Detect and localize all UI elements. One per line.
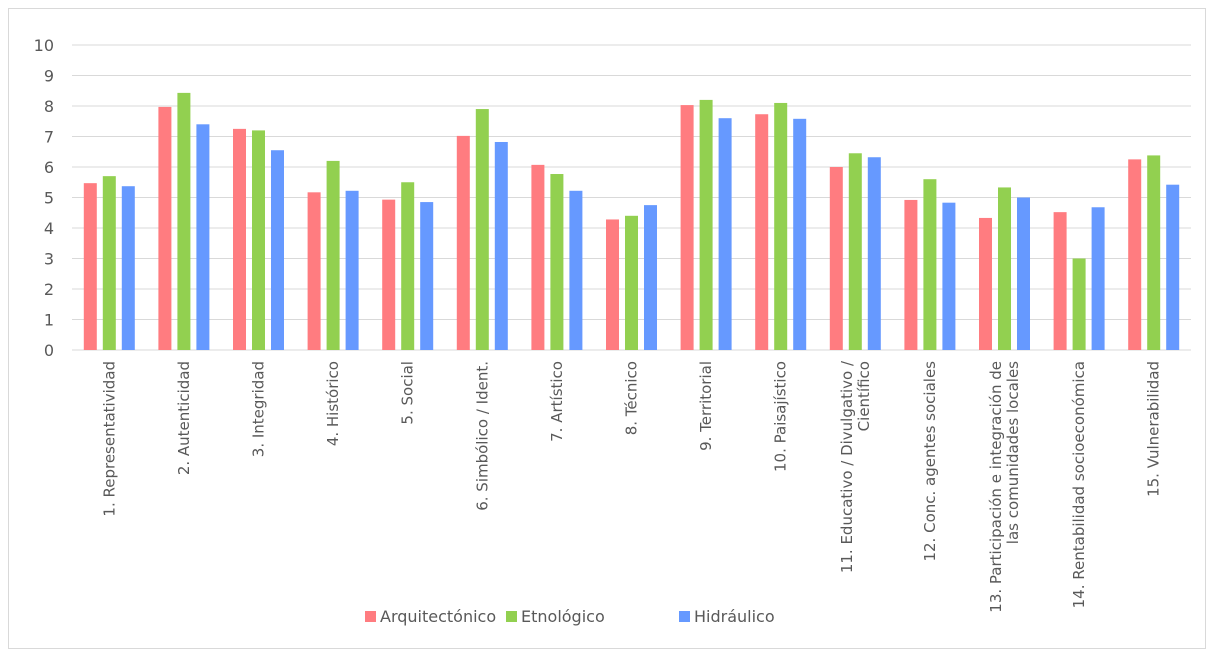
bar-arquitectónico [606, 219, 619, 350]
x-category-label: 7. Artístico [548, 361, 566, 442]
y-tick-label: 6 [44, 158, 54, 177]
bar-hidráulico [420, 202, 434, 350]
bar-arquitectónico [307, 192, 321, 350]
x-category-label: 2. Autenticidad [175, 361, 193, 475]
bar-hidráulico [644, 205, 657, 350]
x-category-label: 9. Territorial [697, 361, 715, 451]
bar-etnológico [625, 215, 638, 350]
y-tick-label: 10 [34, 36, 54, 55]
x-category-label: 15. Vulnerabilidad [1145, 361, 1163, 497]
x-axis-category-labels: 1. Representatividad 2. Autenticidad 3. In… [100, 360, 1162, 613]
y-tick-label: 9 [44, 67, 54, 86]
bar-arquitectónico [233, 128, 246, 350]
bars [83, 92, 1180, 351]
bar-arquitectónico [531, 164, 545, 350]
bar-hidráulico [196, 124, 210, 350]
bar-chart: 0 1 2 3 4 5 6 7 8 9 10 1. Representatividad 2. Aute… [34, 36, 1191, 626]
legend: Arquitectónico Etnológico Hidráulico [365, 607, 775, 626]
bar-etnológico [699, 99, 713, 351]
legend-label: Etnológico [521, 607, 605, 626]
bar-arquitectónico [829, 167, 843, 350]
bar-hidráulico [942, 202, 956, 350]
x-category-label: 13. Participación e integración de [987, 361, 1005, 613]
y-tick-label: 0 [44, 341, 54, 360]
bar-hidráulico [1166, 184, 1180, 350]
legend-item: Etnológico [506, 607, 605, 626]
bar-etnológico [475, 109, 489, 350]
bar-arquitectónico [382, 199, 396, 350]
bar-arquitectónico [1053, 212, 1067, 350]
y-tick-label: 4 [44, 219, 54, 238]
y-tick-label: 5 [44, 189, 54, 208]
bar-arquitectónico [456, 135, 470, 350]
bar-etnológico [177, 92, 191, 350]
legend-item: Hidráulico [679, 607, 775, 626]
bar-arquitectónico [680, 105, 694, 351]
chart-frame: 0 1 2 3 4 5 6 7 8 9 10 1. Representatividad 2. Aute… [8, 8, 1206, 649]
legend-label: Hidráulico [694, 607, 775, 626]
legend-swatch [365, 611, 376, 622]
x-category-label: 8. Técnico [623, 361, 641, 435]
x-category-label: Científico [855, 361, 873, 431]
x-category-label: 14. Rentabilidad socioeconómica [1070, 361, 1088, 608]
bar-hidráulico [345, 190, 359, 350]
y-tick-label: 7 [44, 128, 54, 147]
x-category-label: 3. Integridad [250, 361, 268, 457]
x-category-label: 5. Social [399, 361, 417, 425]
bar-arquitectónico [904, 199, 918, 350]
legend-swatch [679, 611, 690, 622]
bar-hidráulico [867, 157, 881, 350]
bar-etnológico [550, 174, 564, 350]
legend-swatch [506, 611, 517, 622]
bar-hidráulico [494, 141, 508, 350]
bar-etnológico [326, 160, 340, 350]
bar-etnológico [401, 182, 415, 350]
x-category-label: 11. Educativo / Divulgativo / [838, 360, 856, 573]
bar-hidráulico [569, 190, 583, 350]
bar-etnológico [774, 102, 788, 350]
bar-hidráulico [271, 150, 284, 350]
bar-etnológico [998, 187, 1011, 350]
bar-arquitectónico [1128, 159, 1142, 350]
bar-hidráulico [793, 118, 807, 350]
bar-hidráulico [121, 186, 135, 350]
y-axis-ticks: 0 1 2 3 4 5 6 7 8 9 10 [34, 36, 54, 360]
bar-arquitectónico [755, 114, 769, 350]
x-category-label: 4. Histórico [324, 361, 342, 446]
legend-label: Arquitectónico [380, 607, 496, 626]
y-tick-label: 2 [44, 280, 54, 299]
bar-hidráulico [718, 118, 732, 350]
x-category-label: las comunidades locales [1004, 361, 1022, 544]
bar-arquitectónico [979, 217, 992, 350]
bar-etnológico [102, 176, 116, 350]
x-category-label: 6. Simbólico / Ident. [473, 361, 491, 511]
bar-etnológico [1072, 258, 1086, 350]
bar-etnológico [1147, 155, 1161, 350]
bar-hidráulico [1091, 207, 1105, 350]
y-tick-label: 1 [44, 311, 54, 330]
bar-etnológico [252, 130, 265, 350]
x-category-label: 12. Conc. agentes sociales [921, 361, 939, 562]
bar-arquitectónico [158, 106, 172, 350]
y-tick-label: 3 [44, 250, 54, 269]
bar-etnológico [923, 179, 937, 350]
x-category-label: 10. Paisajístico [772, 361, 790, 472]
bar-arquitectónico [83, 183, 97, 350]
legend-item: Arquitectónico [365, 607, 496, 626]
bar-etnológico [848, 153, 862, 350]
x-category-label: 1. Representatividad [100, 361, 118, 517]
bar-hidráulico [1017, 197, 1030, 350]
y-tick-label: 8 [44, 97, 54, 116]
